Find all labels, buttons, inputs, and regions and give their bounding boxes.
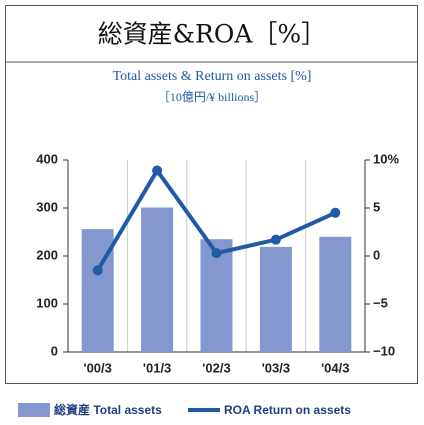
y-tick-label: 400 <box>36 151 58 166</box>
marker <box>92 265 103 276</box>
bar <box>259 246 292 352</box>
y2-tick-label: −5 <box>373 295 388 310</box>
chart-title: 総資産&ROA［%］ <box>98 20 326 49</box>
legend-label: 総資産 Total assets <box>54 402 162 417</box>
unit-label: ［10億円/¥ billions］ <box>158 90 266 104</box>
subtitle: Total assets & Return on assets [%] <box>113 69 312 84</box>
x-tick-label: '04/3 <box>321 360 349 375</box>
frame <box>5 5 418 384</box>
marker <box>270 234 281 245</box>
bar <box>141 207 174 352</box>
y-tick-label: 200 <box>36 247 58 262</box>
y-tick-label: 0 <box>51 343 58 358</box>
x-tick-label: '02/3 <box>202 360 230 375</box>
legend-label: ROA Return on assets <box>224 403 351 417</box>
y2-tick-label: 0 <box>373 247 380 262</box>
y2-tick-label: 10% <box>373 151 399 166</box>
x-tick-label: '03/3 <box>262 360 290 375</box>
legend-swatch <box>18 403 50 417</box>
bar <box>81 229 114 352</box>
x-tick-label: '01/3 <box>143 360 171 375</box>
y2-tick-label: −10 <box>373 343 395 358</box>
marker <box>152 165 163 176</box>
marker <box>211 248 222 259</box>
y-tick-label: 100 <box>36 295 58 310</box>
bar <box>319 236 352 352</box>
marker <box>330 207 341 218</box>
y-tick-label: 300 <box>36 199 58 214</box>
x-tick-label: '00/3 <box>83 360 111 375</box>
y2-tick-label: 5 <box>373 199 380 214</box>
